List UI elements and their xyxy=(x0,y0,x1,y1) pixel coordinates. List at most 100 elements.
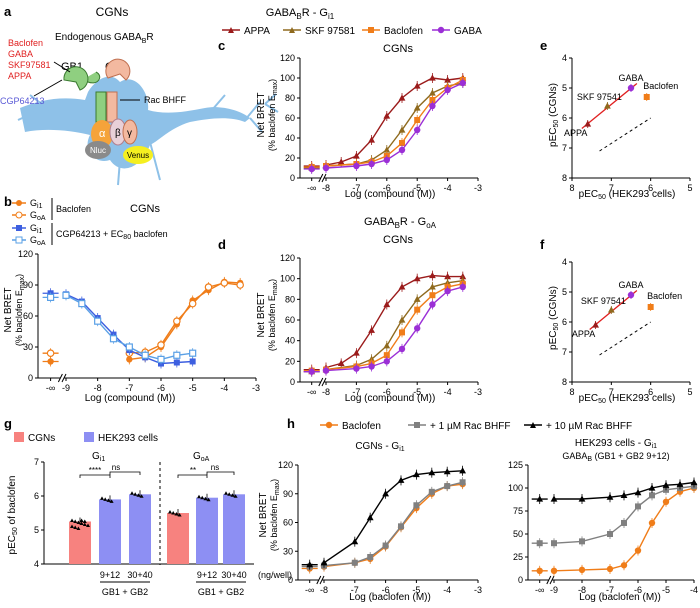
bar-datapoint xyxy=(76,520,81,524)
y-tick-label: 60 xyxy=(283,518,293,528)
xcat-goa-3040: 30+40 xyxy=(221,570,246,580)
panel-h-left-xlabel: Log (baclofen (M)) xyxy=(349,592,431,603)
panel-b-legend: Gi1 GoA Gi1 GoA Baclofen CGP64213 + EC80… xyxy=(12,198,168,247)
c-baclofen-curve xyxy=(325,79,464,167)
panel-c-letter: c xyxy=(218,38,225,53)
x-tick-label: -3 xyxy=(474,183,482,193)
legend-goa-cgp: GoA xyxy=(12,235,46,247)
y-tick-label: 20 xyxy=(285,356,295,366)
bar-datapoint xyxy=(174,512,179,516)
goa-cgp-point xyxy=(62,291,70,299)
hl-rac10-curve xyxy=(323,470,463,564)
x-tick-label: -4 xyxy=(443,585,451,595)
bar-datapoint xyxy=(227,492,232,496)
hr-rac10-point xyxy=(662,481,670,488)
legend-baclofen: Baclofen xyxy=(362,26,423,37)
panel-c-header: GABABR - Gi1 xyxy=(266,7,335,21)
x-tick-label: -4 xyxy=(444,387,452,397)
d-gaba-curve xyxy=(325,286,463,372)
svg-text:+ 1 µM Rac BHFF: + 1 µM Rac BHFF xyxy=(430,421,511,432)
svg-text:Gi1: Gi1 xyxy=(30,198,43,210)
panel-c: GABABR - Gi1 APPA SKF 97581 Baclofen GAB… xyxy=(218,7,482,200)
c-skf-point xyxy=(413,104,421,111)
bar-datapoint xyxy=(82,522,87,526)
y-tick-label: 30 xyxy=(283,546,293,556)
c-skf-point xyxy=(383,146,391,153)
xcat-unit: (ng/well) xyxy=(258,570,292,580)
hl-rac10-point xyxy=(320,559,328,566)
hr-rac1-point xyxy=(649,492,655,499)
goa-baclofen-point xyxy=(188,299,197,308)
panel-f-letter: f xyxy=(540,237,545,252)
bar-datapoint xyxy=(177,513,182,517)
hl-rac1-point xyxy=(444,483,451,490)
y-tick-label: 20 xyxy=(285,153,295,163)
hr-rac1-point xyxy=(536,540,543,547)
x-tick-label: -6 xyxy=(383,387,391,397)
c-gaba-point xyxy=(308,165,315,173)
x-tick-label: -∞ xyxy=(307,387,316,397)
svg-text:GoA: GoA xyxy=(30,235,46,247)
goa-cgp-point xyxy=(46,293,55,301)
x-tick-label: -4 xyxy=(220,383,228,393)
legend-group-cgp: CGP64213 + EC80 baclofen xyxy=(56,229,168,241)
c-baclofen-point xyxy=(399,140,405,146)
hr-baclofen-point xyxy=(536,567,543,574)
panel-b-ylabel2: (% baclofen Emax) xyxy=(14,274,26,346)
d-gaba-point xyxy=(368,363,375,370)
pam-label: Rac BHFF xyxy=(144,95,187,105)
hl-rac10-point xyxy=(306,561,314,568)
point-baclofen xyxy=(643,94,650,100)
x-tick-label: -7 xyxy=(606,585,614,595)
axis-break-mark xyxy=(321,377,327,387)
y-tick-label: 7 xyxy=(562,347,567,357)
bar-datapoint xyxy=(168,510,172,514)
sig-gi1-hek-hek: ns xyxy=(112,463,120,472)
agonist-list: Baclofen GABA SKF97581 APPA xyxy=(8,38,51,81)
bar-datapoint xyxy=(73,519,78,523)
point-gaba xyxy=(627,84,635,92)
y-tick-label: 30 xyxy=(23,342,33,352)
point-skf-97541 xyxy=(607,306,615,313)
d-appa-point xyxy=(368,326,375,333)
c-skf-point xyxy=(429,89,436,96)
galpha-subunit xyxy=(91,120,113,148)
gb1-transmembrane xyxy=(95,91,107,123)
x-tick-label: -5 xyxy=(413,387,421,397)
legend-hek: HEK293 cells xyxy=(98,433,158,444)
hl-rac10-point xyxy=(382,490,389,497)
c-appa-point xyxy=(383,112,391,119)
panel-c-title: CGNs xyxy=(383,43,413,55)
legend-h-rac1: + 1 µM Rac BHFF xyxy=(408,421,511,432)
goa-cgp-point xyxy=(189,349,197,357)
label-appa: APPA xyxy=(572,329,595,339)
label-skf-97541: SKF 97541 xyxy=(577,92,622,102)
y-tick-label: 100 xyxy=(508,483,523,493)
hl-rac10-point xyxy=(428,469,436,476)
c-gaba-curve xyxy=(325,82,464,169)
y-tick-label: 120 xyxy=(280,53,295,63)
d-skf-point xyxy=(398,316,406,323)
bar-datapoint xyxy=(203,496,208,501)
gi1-cgp-point xyxy=(173,359,180,366)
y-tick-label: 60 xyxy=(285,315,295,325)
axis-break-mark xyxy=(61,373,67,383)
bar-datapoint xyxy=(171,511,176,515)
panel-f-ylabel: pEC50 (CGNs) xyxy=(548,286,560,350)
panel-b-title: CGNs xyxy=(130,203,160,215)
hr-rac10-point xyxy=(676,480,684,487)
d-baclofen-point xyxy=(414,306,421,313)
c-gaba-point xyxy=(368,160,375,168)
hr-baclofen-point xyxy=(550,567,558,574)
svg-text:APPA: APPA xyxy=(244,26,270,37)
c-skf-point xyxy=(398,126,406,133)
bar-6 xyxy=(223,494,245,564)
d-gaba-point xyxy=(383,358,390,365)
y-tick-label: 125 xyxy=(508,460,523,470)
bar-datapoint xyxy=(79,521,84,525)
svg-text:Baclofen: Baclofen xyxy=(384,26,423,37)
panel-h-legend: Baclofen + 1 µM Rac BHFF + 10 µM Rac BHF… xyxy=(320,421,632,432)
point-skf-97541 xyxy=(604,102,611,109)
